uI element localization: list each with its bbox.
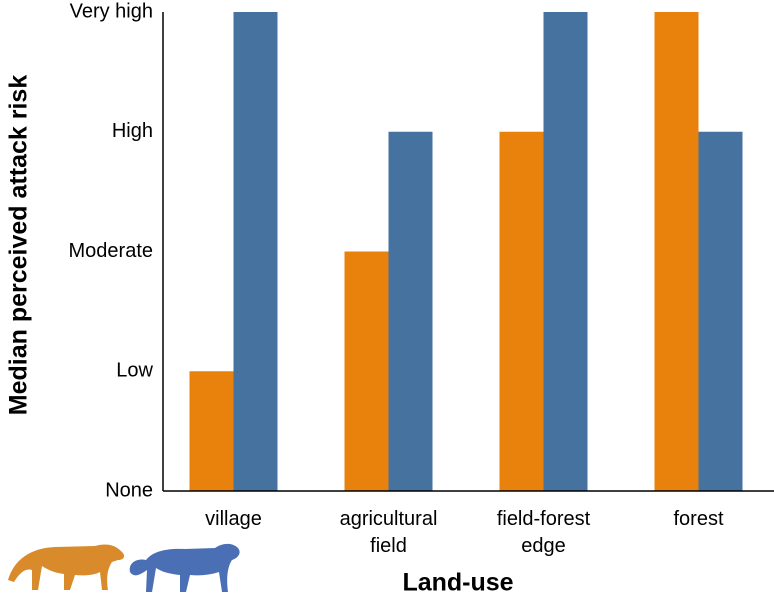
bar bbox=[543, 12, 588, 491]
y-tick-label: High bbox=[112, 120, 153, 142]
bar bbox=[233, 12, 278, 491]
bar bbox=[344, 251, 389, 491]
bar bbox=[654, 12, 699, 491]
y-tick-label: Moderate bbox=[69, 240, 154, 262]
x-tick-label: field-forest edge bbox=[497, 508, 591, 557]
bar bbox=[388, 131, 433, 491]
x-tick-label: village bbox=[205, 508, 262, 530]
x-tick-label: agricultural field bbox=[340, 508, 438, 557]
y-axis-title: Median perceived attack risk bbox=[5, 75, 33, 416]
bar bbox=[499, 131, 544, 491]
x-tick-label: forest bbox=[673, 508, 723, 530]
y-tick-label: Very high bbox=[70, 0, 153, 22]
bar bbox=[189, 371, 234, 491]
y-tick-label: Low bbox=[116, 360, 153, 382]
tiger-icon bbox=[8, 544, 125, 590]
bar bbox=[698, 131, 743, 491]
y-tick-label: None bbox=[105, 479, 153, 501]
leopard-icon bbox=[129, 543, 240, 592]
x-axis-title: Land-use bbox=[402, 569, 513, 597]
